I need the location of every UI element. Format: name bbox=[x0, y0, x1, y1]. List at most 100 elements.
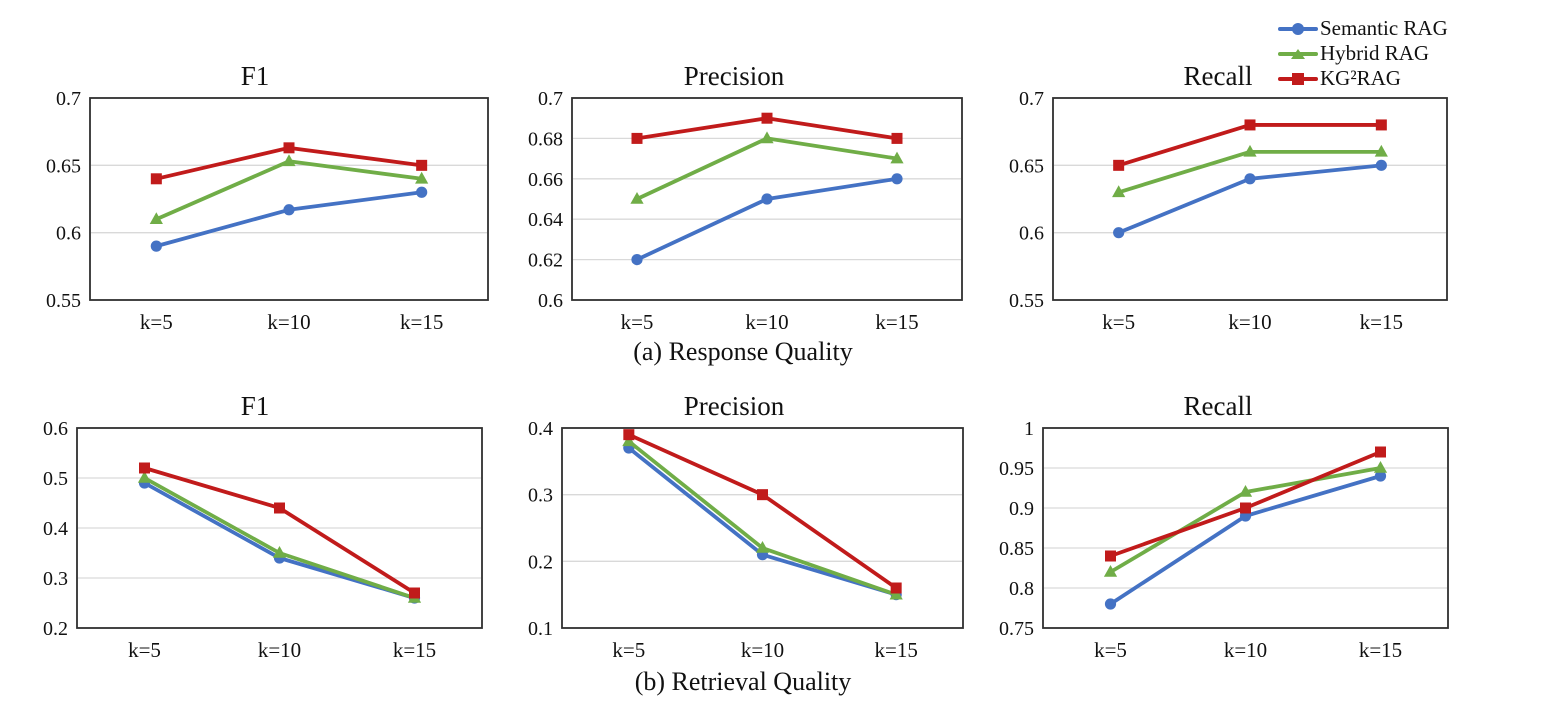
series-kg2rag bbox=[631, 112, 903, 144]
series-kg2rag bbox=[623, 429, 902, 594]
x-tick-label: k=5 bbox=[612, 638, 645, 662]
legend-label: Semantic RAG bbox=[1320, 16, 1448, 40]
chart-retrieval-precision: Precision 0.1 0.2 0.3 0.4 k=5 k=10 k=15 bbox=[503, 385, 965, 677]
plot-area bbox=[571, 97, 963, 301]
y-tick-label: 0.4 bbox=[528, 418, 553, 440]
series-semantic-rag bbox=[1104, 470, 1387, 610]
plot-area bbox=[1052, 97, 1448, 301]
y-tick-label: 0.3 bbox=[528, 485, 553, 507]
x-axis-labels: k=5 k=10 k=15 bbox=[612, 638, 917, 662]
y-tick-label: 0.9 bbox=[1009, 498, 1034, 520]
series-hybrid-rag bbox=[1112, 144, 1388, 198]
chart-svg-response-f1: F1 0.55 0.6 0.65 0.7 k=5 k=10 k=15 bbox=[46, 61, 489, 334]
y-axis-labels: 0.75 0.8 0.85 0.9 0.95 1 bbox=[999, 418, 1034, 640]
gridlines bbox=[91, 164, 487, 234]
x-tick-label: k=15 bbox=[1360, 310, 1403, 334]
plot-area bbox=[76, 427, 483, 629]
y-tick-label: 0.7 bbox=[538, 88, 563, 110]
y-tick-label: 0.1 bbox=[528, 618, 553, 640]
x-tick-label: k=5 bbox=[621, 310, 654, 334]
y-tick-label: 0.65 bbox=[46, 155, 81, 177]
series-semantic-rag bbox=[1113, 159, 1387, 239]
series-hybrid-rag bbox=[622, 434, 903, 600]
y-tick-label: 0.68 bbox=[528, 128, 563, 150]
y-tick-label: 0.2 bbox=[528, 551, 553, 573]
series-semantic-rag bbox=[623, 442, 902, 601]
triangle-marker-icon bbox=[1278, 46, 1320, 62]
chart-svg-response-recall: Recall 0.55 0.6 0.65 0.7 k=5 k=10 k=15 bbox=[1009, 61, 1448, 334]
x-tick-label: k=10 bbox=[258, 638, 301, 662]
x-tick-label: k=10 bbox=[267, 310, 310, 334]
x-tick-label: k=5 bbox=[1102, 310, 1135, 334]
x-tick-label: k=10 bbox=[1224, 638, 1267, 662]
series-hybrid-rag bbox=[1103, 461, 1388, 577]
series-semantic-rag bbox=[150, 186, 428, 252]
x-tick-label: k=5 bbox=[140, 310, 173, 334]
chart-title: Recall bbox=[1184, 391, 1253, 421]
chart-title: Recall bbox=[1184, 61, 1253, 91]
y-tick-label: 0.2 bbox=[43, 618, 68, 640]
y-tick-label: 0.5 bbox=[43, 468, 68, 490]
y-tick-label: 0.6 bbox=[1019, 223, 1044, 245]
series-hybrid-rag bbox=[630, 131, 904, 204]
y-tick-label: 1 bbox=[1024, 418, 1034, 440]
legend-item-kg2rag: KG²RAG bbox=[1278, 66, 1448, 91]
x-axis-labels: k=5 k=10 k=15 bbox=[1094, 638, 1402, 662]
series-hybrid-rag bbox=[149, 154, 429, 224]
chart-title: Precision bbox=[684, 61, 785, 91]
y-tick-label: 0.8 bbox=[1009, 578, 1034, 600]
x-tick-label: k=10 bbox=[741, 638, 784, 662]
chart-response-precision: Precision 0.6 0.62 0.64 0.66 0.68 0.7 k=5 k=10 k=… bbox=[503, 55, 965, 347]
legend-item-semantic-rag: Semantic RAG bbox=[1278, 16, 1448, 41]
y-tick-label: 0.6 bbox=[538, 290, 563, 312]
caption-retrieval-quality: (b) Retrieval Quality bbox=[634, 667, 852, 696]
chart-title: F1 bbox=[241, 61, 270, 91]
series-kg2rag bbox=[150, 142, 428, 185]
series-semantic-rag bbox=[631, 173, 903, 266]
y-tick-label: 0.75 bbox=[999, 618, 1034, 640]
series-kg2rag bbox=[1105, 446, 1386, 562]
x-axis-labels: k=5 k=10 k=15 bbox=[140, 310, 443, 334]
chart-title: Precision bbox=[684, 391, 785, 421]
chart-retrieval-f1: F1 0.2 0.3 0.4 0.5 0.6 k=5 k=10 k=15 bbox=[20, 385, 490, 677]
y-tick-label: 0.95 bbox=[999, 458, 1034, 480]
x-axis-labels: k=5 k=10 k=15 bbox=[621, 310, 919, 334]
x-tick-label: k=15 bbox=[874, 638, 917, 662]
chart-svg-retrieval-precision: Precision 0.1 0.2 0.3 0.4 k=5 k=10 k=15 bbox=[528, 391, 964, 662]
chart-response-f1: F1 0.55 0.6 0.65 0.7 k=5 k=10 k=15 bbox=[20, 55, 490, 347]
y-tick-label: 0.66 bbox=[528, 169, 563, 191]
plot-area bbox=[1042, 427, 1449, 629]
x-tick-label: k=5 bbox=[128, 638, 161, 662]
y-tick-label: 0.7 bbox=[56, 88, 81, 110]
chart-response-recall: Recall 0.55 0.6 0.65 0.7 k=5 k=10 k=15 bbox=[985, 55, 1451, 347]
caption-response-quality: (a) Response Quality bbox=[633, 337, 853, 366]
plot-area bbox=[561, 427, 964, 629]
y-tick-label: 0.65 bbox=[1009, 155, 1044, 177]
y-tick-label: 0.3 bbox=[43, 568, 68, 590]
legend-item-hybrid-rag: Hybrid RAG bbox=[1278, 41, 1448, 66]
chart-title: F1 bbox=[241, 391, 270, 421]
y-tick-label: 0.85 bbox=[999, 538, 1034, 560]
legend-label: KG²RAG bbox=[1320, 66, 1401, 90]
x-axis-labels: k=5 k=10 k=15 bbox=[1102, 310, 1403, 334]
x-tick-label: k=10 bbox=[745, 310, 788, 334]
series-kg2rag bbox=[139, 462, 420, 599]
y-tick-label: 0.64 bbox=[528, 209, 563, 231]
chart-svg-retrieval-f1: F1 0.2 0.3 0.4 0.5 0.6 k=5 k=10 k=15 bbox=[43, 391, 483, 662]
square-marker-icon bbox=[1278, 71, 1320, 87]
y-axis-labels: 0.2 0.3 0.4 0.5 0.6 bbox=[43, 418, 68, 640]
x-tick-label: k=15 bbox=[875, 310, 918, 334]
y-tick-label: 0.55 bbox=[1009, 290, 1044, 312]
y-tick-label: 0.4 bbox=[43, 518, 68, 540]
y-tick-label: 0.55 bbox=[46, 290, 81, 312]
y-axis-labels: 0.1 0.2 0.3 0.4 bbox=[528, 418, 553, 640]
y-tick-label: 0.6 bbox=[56, 223, 81, 245]
x-tick-label: k=5 bbox=[1094, 638, 1127, 662]
x-axis-labels: k=5 k=10 k=15 bbox=[128, 638, 436, 662]
circle-marker-icon bbox=[1278, 21, 1320, 37]
y-axis-labels: 0.6 0.62 0.64 0.66 0.68 0.7 bbox=[528, 88, 563, 312]
chart-retrieval-recall: Recall 0.75 0.8 0.85 0.9 0.95 1 k=5 k=10 k=15 bbox=[985, 385, 1451, 677]
y-tick-label: 0.7 bbox=[1019, 88, 1044, 110]
